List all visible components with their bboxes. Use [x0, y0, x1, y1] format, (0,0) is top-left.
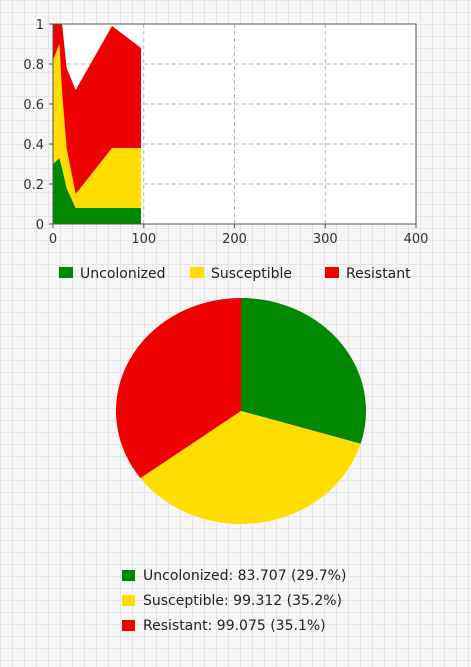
- y-tick-label: 0.6: [23, 98, 44, 113]
- legend-label-uncolonized: Uncolonized: [80, 266, 165, 282]
- pie-slice-resistant: [116, 298, 241, 479]
- x-tick-label: 100: [131, 232, 156, 247]
- legend-swatch-uncolonized: [122, 570, 135, 581]
- pie-legend-item-uncolonized: Uncolonized: 83.707 (29.7%): [122, 563, 346, 588]
- legend-swatch-resistant: [122, 620, 135, 631]
- y-tick-label: 0.4: [23, 138, 44, 153]
- legend-label-resistant: Resistant: [346, 266, 411, 282]
- pie-legend: Uncolonized: 83.707 (29.7%) Susceptible:…: [122, 563, 346, 638]
- legend-label-susceptible: Susceptible: [211, 266, 292, 282]
- pie-legend-item-resistant: Resistant: 99.075 (35.1%): [122, 613, 346, 638]
- pie-legend-label-susceptible: Susceptible: 99.312 (35.2%): [143, 592, 343, 609]
- legend-swatch-susceptible: [122, 595, 135, 606]
- y-tick-label: 0.8: [23, 58, 44, 73]
- y-tick-label: 0.2: [23, 178, 44, 193]
- x-tick-label: 300: [313, 232, 338, 247]
- x-tick-label: 200: [222, 232, 247, 247]
- pie-slice-uncolonized: [241, 298, 367, 444]
- pie-chart: [0, 290, 471, 540]
- area-series-susceptible: [53, 44, 141, 208]
- pie-slice-susceptible: [140, 411, 361, 524]
- pie-legend-item-susceptible: Susceptible: 99.312 (35.2%): [122, 588, 346, 613]
- x-tick-label: 0: [49, 232, 57, 247]
- area-series-resistant: [53, 24, 141, 194]
- pie-legend-label-uncolonized: Uncolonized: 83.707 (29.7%): [143, 567, 347, 584]
- legend-swatch-susceptible: [190, 267, 204, 278]
- pie-legend-label-resistant: Resistant: 99.075 (35.1%): [143, 617, 326, 634]
- area-series-uncolonized: [53, 158, 141, 224]
- stacked-area-chart: 0 100 200 300 400 0 0.2 0.4 0.6 0.8 1 Uncolonized Su…: [0, 0, 471, 290]
- y-tick-label: 1: [36, 18, 44, 33]
- legend-swatch-resistant: [325, 267, 339, 278]
- legend-swatch-uncolonized: [59, 267, 73, 278]
- area-chart-svg: 0 100 200 300 400 0 0.2 0.4 0.6 0.8 1 Uncolonized Su…: [23, 18, 429, 282]
- x-tick-label: 400: [404, 232, 429, 247]
- pie-chart-svg: [116, 298, 367, 524]
- y-tick-label: 0: [36, 218, 44, 233]
